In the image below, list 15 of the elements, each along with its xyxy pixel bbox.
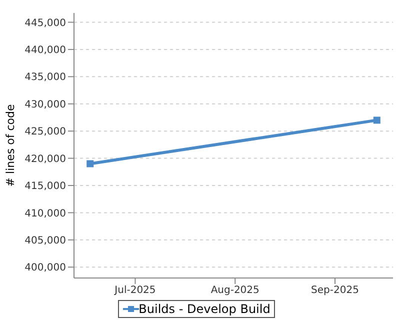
y-tick-label: 430,000 — [24, 99, 66, 110]
x-tick-label: Sep-2025 — [311, 285, 359, 296]
legend-label: Builds - Develop Build — [138, 302, 270, 316]
x-tick-label: Jul-2025 — [114, 285, 156, 296]
y-tick-label: 445,000 — [24, 18, 66, 29]
y-tick-label: 410,000 — [24, 208, 66, 220]
y-tick-label: 440,000 — [24, 45, 66, 56]
y-tick-label: 435,000 — [24, 72, 66, 84]
y-tick-label: 405,000 — [24, 235, 66, 246]
y-axis-title: # lines of code — [4, 104, 17, 187]
y-tick-label: 400,000 — [24, 262, 66, 274]
y-tick-label: 425,000 — [24, 126, 66, 138]
x-tick-label: Aug-2025 — [210, 285, 260, 296]
y-tick-label: 420,000 — [24, 154, 66, 165]
y-tick-label: 415,000 — [24, 181, 66, 192]
